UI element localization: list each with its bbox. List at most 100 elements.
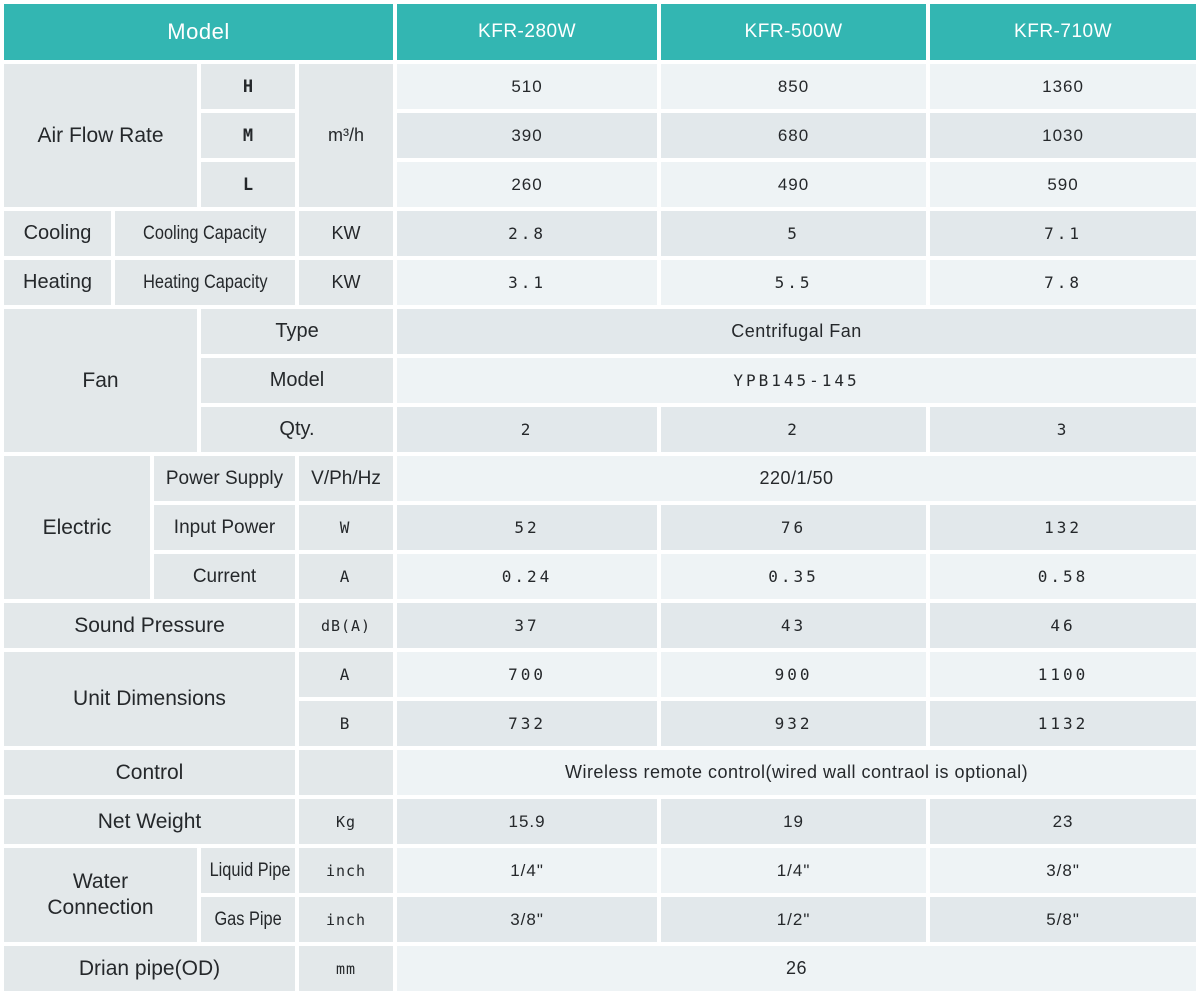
drain-pipe-row: Drian pipe(OD) mm 26 — [4, 946, 1197, 991]
sound-pressure-value-500w: 43 — [661, 603, 927, 648]
gas-pipe-row: Gas Pipe inch 3/8" 1/2" 5/8" — [4, 897, 1197, 942]
dimension-b-label: B — [299, 701, 394, 746]
fan-type-label: Type — [201, 309, 394, 354]
input-power-row: Input Power W 52 76 132 — [4, 505, 1197, 550]
liquid-pipe-row: Water Connection Liquid Pipe inch 1/4" 1… — [4, 848, 1197, 942]
input-power-value-710w: 132 — [930, 505, 1197, 550]
current-value-500w: 0.35 — [661, 554, 927, 599]
air-flow-l-value-500w: 490 — [661, 162, 927, 207]
air-flow-m-value-710w: 1030 — [930, 113, 1197, 158]
dimension-b-value-710w: 1132 — [930, 701, 1197, 746]
dimension-b-value-500w: 932 — [661, 701, 927, 746]
cooling-label: Cooling — [4, 211, 111, 256]
heating-capacity-text: Heating Capacity — [142, 271, 268, 293]
dimension-a-label: A — [299, 652, 394, 697]
input-power-label: Input Power — [154, 505, 295, 550]
fan-model-value: YPB145-145 — [397, 358, 1197, 403]
model-header-cell: Model — [4, 4, 394, 60]
dimension-a-value-280w: 700 — [397, 652, 658, 697]
air-flow-unit: m³/h — [299, 64, 394, 207]
heating-value-500w: 5.5 — [661, 260, 927, 305]
control-row: Control Wireless remote control(wired wa… — [4, 750, 1197, 795]
power-supply-unit: V/Ph/Hz — [299, 456, 394, 501]
air-flow-m-value-500w: 680 — [661, 113, 927, 158]
sound-pressure-unit: dB(A) — [299, 603, 394, 648]
net-weight-label: Net Weight — [4, 799, 295, 844]
air-flow-rate-label: Air Flow Rate — [4, 64, 197, 207]
heating-label: Heating — [4, 260, 111, 305]
water-connection-text: Water Connection — [47, 869, 154, 919]
net-weight-value-280w: 15.9 — [397, 799, 658, 844]
dimension-a-row: Unit Dimensions A 700 900 1100 — [4, 652, 1197, 746]
dimension-a-value-500w: 900 — [661, 652, 927, 697]
fan-type-row: Fan Type Centrifugal Fan — [4, 309, 1197, 452]
liquid-pipe-unit: inch — [299, 848, 394, 893]
power-supply-row: Electric Power Supply V/Ph/Hz 220/1/50 — [4, 456, 1197, 599]
cooling-row: Cooling Cooling Capacity KW 2.8 5 7.1 — [4, 211, 1197, 256]
table-header-row: Model KFR-280W KFR-500W KFR-710W — [4, 4, 1197, 60]
air-flow-l-value-280w: 260 — [397, 162, 658, 207]
fan-qty-row: Qty. 2 2 3 — [4, 407, 1197, 452]
heating-unit: KW — [299, 260, 394, 305]
control-value: Wireless remote control(wired wall contr… — [397, 750, 1197, 795]
speed-m-label: M — [201, 113, 295, 158]
air-flow-m-row: M 390 680 1030 — [4, 113, 1197, 158]
gas-pipe-value-280w: 3/8" — [397, 897, 658, 942]
fan-qty-value-710w: 3 — [930, 407, 1197, 452]
air-flow-h-value-500w: 850 — [661, 64, 927, 109]
liquid-pipe-value-500w: 1/4" — [661, 848, 927, 893]
current-unit: A — [299, 554, 394, 599]
speed-l-label: L — [201, 162, 295, 207]
heating-capacity-label: Heating Capacity — [115, 260, 295, 305]
drain-pipe-label: Drian pipe(OD) — [4, 946, 295, 991]
unit-dimensions-label: Unit Dimensions — [4, 652, 295, 746]
net-weight-unit: Kg — [299, 799, 394, 844]
heating-value-710w: 7.8 — [930, 260, 1197, 305]
col-header-kfr-500w: KFR-500W — [661, 4, 927, 60]
fan-qty-value-280w: 2 — [397, 407, 658, 452]
air-flow-l-row: L 260 490 590 — [4, 162, 1197, 207]
gas-pipe-label: Gas Pipe — [201, 897, 295, 942]
liquid-pipe-value-710w: 3/8" — [930, 848, 1197, 893]
water-connection-label: Water Connection — [4, 848, 197, 942]
dimension-b-row: B 732 932 1132 — [4, 701, 1197, 746]
cooling-unit: KW — [299, 211, 394, 256]
fan-type-value: Centrifugal Fan — [397, 309, 1197, 354]
sound-pressure-value-280w: 37 — [397, 603, 658, 648]
liquid-pipe-value-280w: 1/4" — [397, 848, 658, 893]
cooling-capacity-label: Cooling Capacity — [115, 211, 295, 256]
gas-pipe-value-500w: 1/2" — [661, 897, 927, 942]
heating-row: Heating Heating Capacity KW 3.1 5.5 7.8 — [4, 260, 1197, 305]
control-label: Control — [4, 750, 295, 795]
cooling-value-280w: 2.8 — [397, 211, 658, 256]
electric-label: Electric — [4, 456, 150, 599]
input-power-unit: W — [299, 505, 394, 550]
col-header-kfr-710w: KFR-710W — [930, 4, 1197, 60]
drain-pipe-unit: mm — [299, 946, 394, 991]
fan-model-label: Model — [201, 358, 394, 403]
liquid-pipe-text: Liquid Pipe — [209, 859, 291, 881]
gas-pipe-unit: inch — [299, 897, 394, 942]
power-supply-label: Power Supply — [154, 456, 295, 501]
fan-qty-value-500w: 2 — [661, 407, 927, 452]
control-unit-cell-empty — [299, 750, 394, 795]
liquid-pipe-label: Liquid Pipe — [201, 848, 295, 893]
net-weight-row: Net Weight Kg 15.9 19 23 — [4, 799, 1197, 844]
dimension-b-value-280w: 732 — [397, 701, 658, 746]
drain-pipe-value: 26 — [397, 946, 1197, 991]
heating-value-280w: 3.1 — [397, 260, 658, 305]
air-flow-h-value-280w: 510 — [397, 64, 658, 109]
sound-pressure-value-710w: 46 — [930, 603, 1197, 648]
air-flow-h-value-710w: 1360 — [930, 64, 1197, 109]
current-value-710w: 0.58 — [930, 554, 1197, 599]
gas-pipe-value-710w: 5/8" — [930, 897, 1197, 942]
air-flow-l-value-710w: 590 — [930, 162, 1197, 207]
input-power-value-280w: 52 — [397, 505, 658, 550]
sound-pressure-label: Sound Pressure — [4, 603, 295, 648]
air-flow-m-value-280w: 390 — [397, 113, 658, 158]
fan-qty-label: Qty. — [201, 407, 394, 452]
air-flow-h-row: Air Flow Rate H m³/h 510 850 1360 — [4, 64, 1197, 207]
current-value-280w: 0.24 — [397, 554, 658, 599]
cooling-capacity-text: Cooling Capacity — [143, 222, 267, 244]
